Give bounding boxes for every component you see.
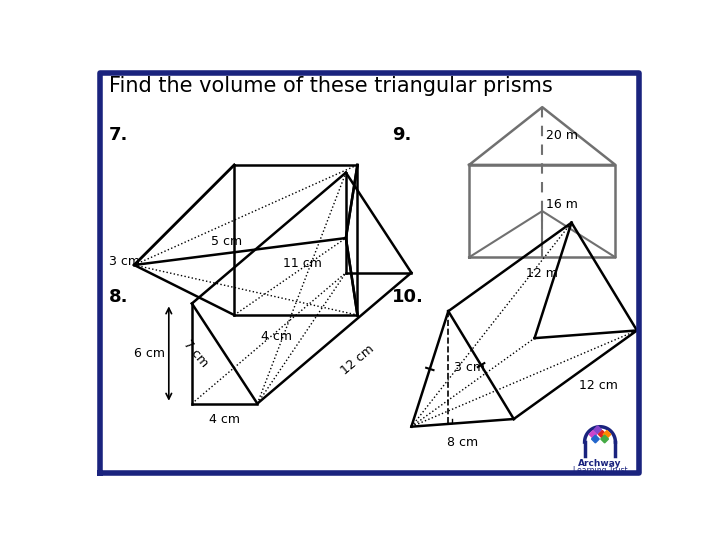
Text: 9.: 9. (392, 126, 411, 144)
Polygon shape (600, 435, 608, 443)
Text: 20 m: 20 m (546, 129, 578, 142)
Text: Learning Trust: Learning Trust (572, 466, 627, 475)
Polygon shape (603, 430, 611, 438)
Text: Find the volume of these triangular prisms: Find the volume of these triangular pris… (109, 76, 552, 96)
Text: 4 cm: 4 cm (209, 413, 240, 426)
Text: 4 cm: 4 cm (261, 330, 292, 343)
Polygon shape (592, 435, 599, 443)
Text: 5 cm: 5 cm (211, 235, 242, 248)
Text: 7 cm: 7 cm (181, 338, 211, 370)
Text: 12 cm: 12 cm (579, 379, 618, 392)
Text: 10.: 10. (392, 288, 424, 306)
Polygon shape (594, 426, 601, 434)
Text: 12 cm: 12 cm (338, 342, 377, 377)
Polygon shape (598, 430, 606, 438)
Text: 16 m: 16 m (546, 198, 578, 212)
Text: Archway: Archway (578, 459, 622, 468)
Polygon shape (589, 430, 597, 438)
Text: 7.: 7. (109, 126, 128, 144)
Text: 12 m: 12 m (526, 267, 558, 280)
Text: 11 cm: 11 cm (283, 257, 322, 270)
Text: 6 cm: 6 cm (134, 347, 165, 360)
Text: 3 cm: 3 cm (454, 361, 485, 374)
Text: 3 cm: 3 cm (109, 255, 140, 268)
Text: 8 cm: 8 cm (447, 436, 478, 449)
Text: 8.: 8. (109, 288, 128, 306)
